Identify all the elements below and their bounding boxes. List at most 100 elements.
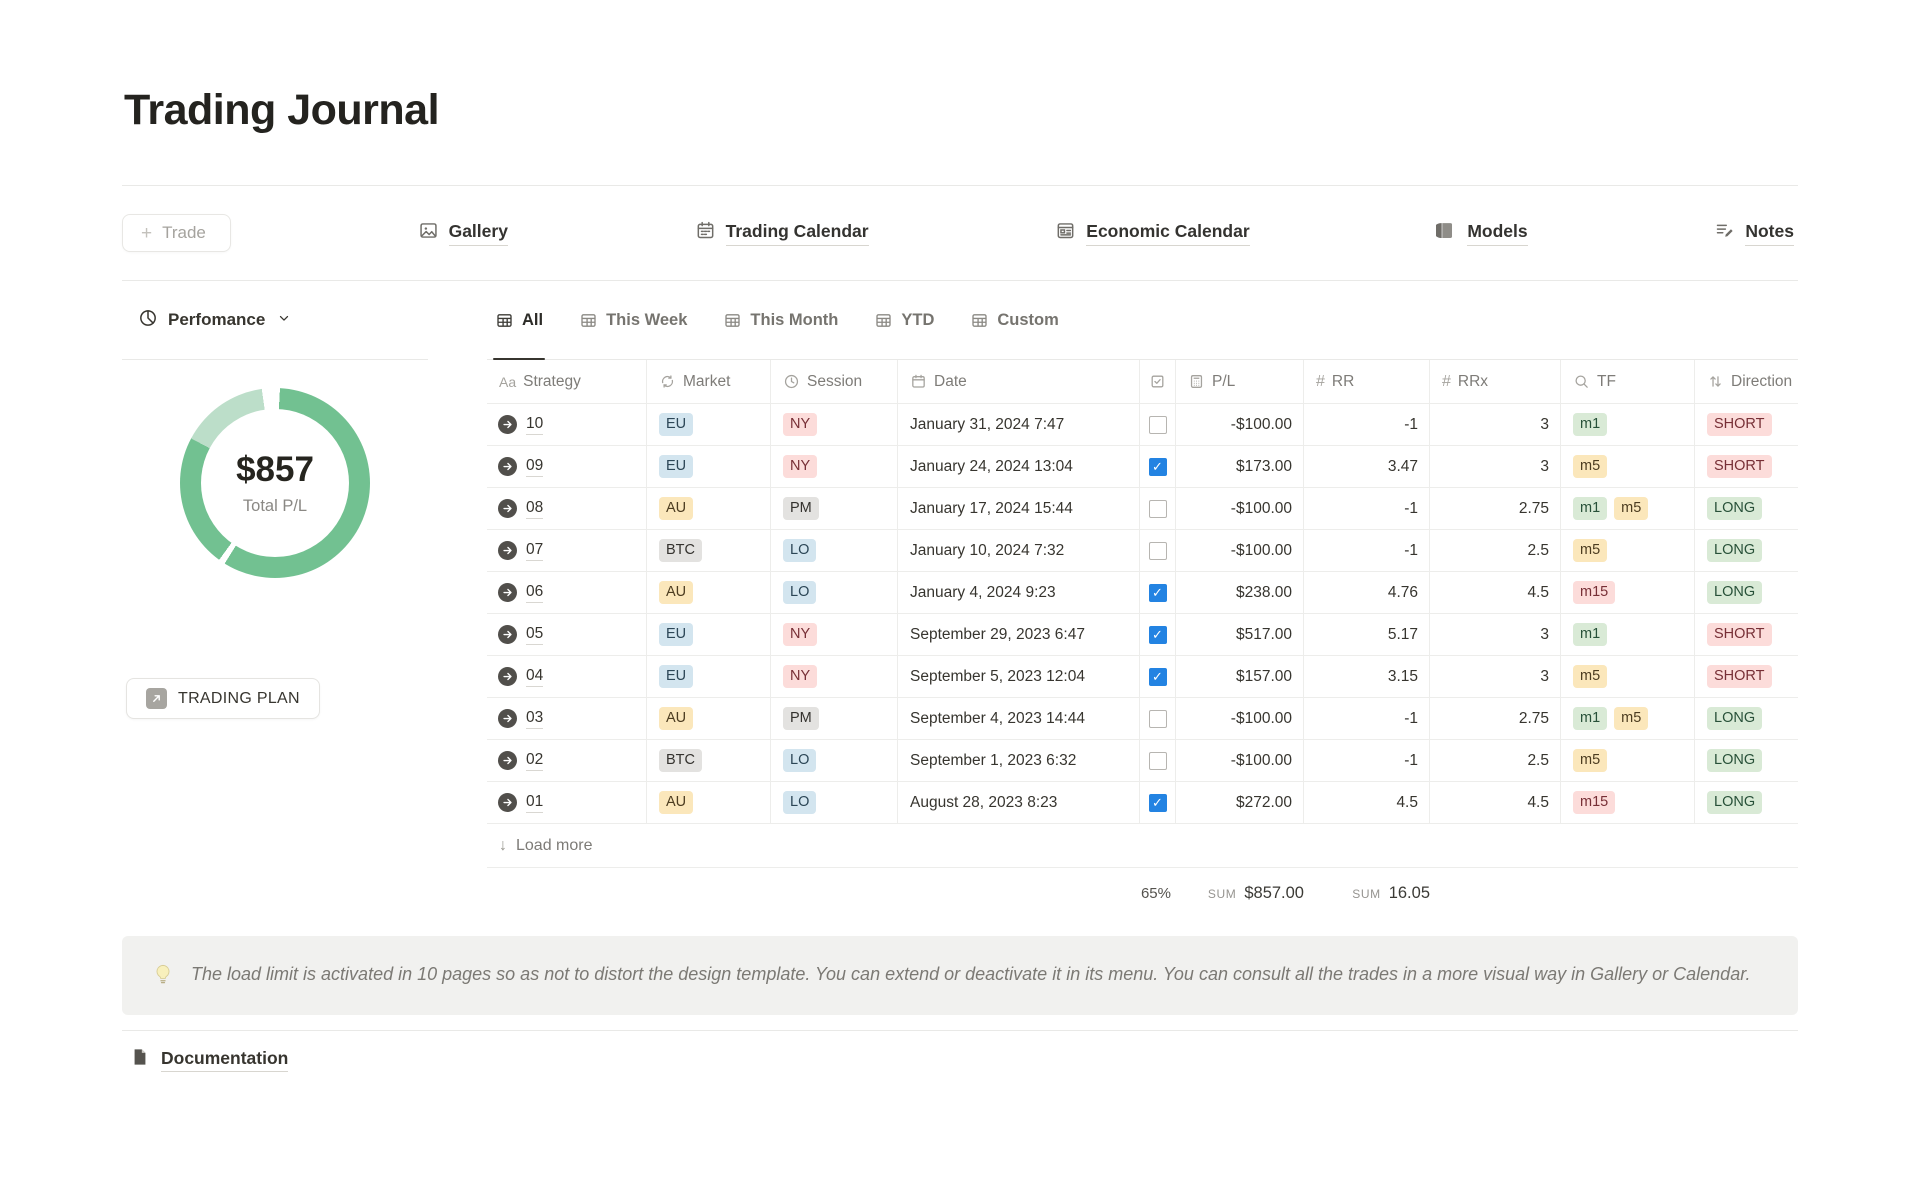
date-cell[interactable]: January 4, 2024 9:23 (898, 572, 1140, 613)
nav-link-economic-calendar[interactable]: Economic Calendar (1055, 220, 1250, 246)
nav-link-gallery[interactable]: Gallery (418, 220, 508, 246)
row-checkbox[interactable] (1148, 499, 1167, 518)
strategy-link[interactable]: 10 (487, 404, 647, 445)
session-cell[interactable]: LO (771, 740, 898, 781)
rrx-cell[interactable]: 2.75 (1430, 488, 1561, 529)
direction-cell[interactable]: SHORT (1695, 656, 1798, 697)
date-cell[interactable]: September 29, 2023 6:47 (898, 614, 1140, 655)
column-header-rrx[interactable]: # RRx (1430, 360, 1561, 403)
pl-cell[interactable]: -$100.00 (1176, 488, 1304, 529)
tf-cell[interactable]: m5 (1561, 530, 1695, 571)
strategy-link[interactable]: 02 (487, 740, 647, 781)
row-checkbox[interactable] (1148, 709, 1167, 728)
checked-percent[interactable]: 65% (1140, 884, 1171, 902)
date-cell[interactable]: January 24, 2024 13:04 (898, 446, 1140, 487)
market-cell[interactable]: AU (647, 572, 771, 613)
pl-cell[interactable]: -$100.00 (1176, 740, 1304, 781)
row-checkbox[interactable] (1148, 415, 1167, 434)
column-header-strategy[interactable]: Aa Strategy (487, 360, 647, 403)
date-cell[interactable]: September 1, 2023 6:32 (898, 740, 1140, 781)
strategy-link[interactable]: 09 (487, 446, 647, 487)
session-cell[interactable]: NY (771, 446, 898, 487)
direction-cell[interactable]: LONG (1695, 782, 1798, 823)
date-cell[interactable]: January 31, 2024 7:47 (898, 404, 1140, 445)
rr-cell[interactable]: 3.15 (1304, 656, 1430, 697)
performance-widget-header[interactable]: Perfomance (122, 281, 428, 360)
column-header-date[interactable]: Date (898, 360, 1140, 403)
market-cell[interactable]: AU (647, 698, 771, 739)
direction-cell[interactable]: SHORT (1695, 404, 1798, 445)
strategy-link[interactable]: 06 (487, 572, 647, 613)
tab-all[interactable]: All (492, 281, 546, 360)
direction-cell[interactable]: LONG (1695, 572, 1798, 613)
direction-cell[interactable]: SHORT (1695, 446, 1798, 487)
row-checkbox[interactable] (1148, 667, 1167, 686)
session-cell[interactable]: LO (771, 572, 898, 613)
pl-cell[interactable]: $238.00 (1176, 572, 1304, 613)
rr-cell[interactable]: 3.47 (1304, 446, 1430, 487)
session-cell[interactable]: PM (771, 488, 898, 529)
documentation-link[interactable]: Documentation (122, 1031, 1798, 1072)
date-cell[interactable]: January 17, 2024 15:44 (898, 488, 1140, 529)
direction-cell[interactable]: LONG (1695, 698, 1798, 739)
tab-this-week[interactable]: This Week (579, 281, 687, 359)
date-cell[interactable]: September 5, 2023 12:04 (898, 656, 1140, 697)
session-cell[interactable]: LO (771, 782, 898, 823)
column-header-session[interactable]: Session (771, 360, 898, 403)
strategy-link[interactable]: 08 (487, 488, 647, 529)
rrx-cell[interactable]: 3 (1430, 614, 1561, 655)
row-checkbox[interactable] (1148, 583, 1167, 602)
nav-link-models[interactable]: Models (1433, 220, 1528, 246)
rrx-cell[interactable]: 3 (1430, 656, 1561, 697)
column-header-pl[interactable]: P/L (1176, 360, 1304, 403)
row-checkbox[interactable] (1148, 751, 1167, 770)
pl-cell[interactable]: -$100.00 (1176, 698, 1304, 739)
rrx-cell[interactable]: 4.5 (1430, 572, 1561, 613)
rr-cell[interactable]: 4.76 (1304, 572, 1430, 613)
market-cell[interactable]: AU (647, 488, 771, 529)
trading-plan-button[interactable]: TRADING PLAN (126, 678, 320, 719)
rr-cell[interactable]: 5.17 (1304, 614, 1430, 655)
strategy-link[interactable]: 01 (487, 782, 647, 823)
direction-cell[interactable]: LONG (1695, 740, 1798, 781)
tf-cell[interactable]: m1 m5 (1561, 488, 1695, 529)
tab-custom[interactable]: Custom (970, 281, 1059, 359)
column-header-direction[interactable]: Direction (1695, 360, 1798, 403)
tf-cell[interactable]: m1 m5 (1561, 698, 1695, 739)
pl-cell[interactable]: $157.00 (1176, 656, 1304, 697)
strategy-link[interactable]: 05 (487, 614, 647, 655)
market-cell[interactable]: EU (647, 446, 771, 487)
nav-link-notes[interactable]: Notes (1714, 220, 1794, 246)
tab-this-month[interactable]: This Month (723, 281, 838, 359)
pl-cell[interactable]: $272.00 (1176, 782, 1304, 823)
session-cell[interactable]: PM (771, 698, 898, 739)
rr-cell[interactable]: 4.5 (1304, 782, 1430, 823)
tf-cell[interactable]: m1 (1561, 404, 1695, 445)
session-cell[interactable]: NY (771, 614, 898, 655)
row-checkbox[interactable] (1148, 457, 1167, 476)
rrx-cell[interactable]: 3 (1430, 404, 1561, 445)
session-cell[interactable]: NY (771, 656, 898, 697)
market-cell[interactable]: EU (647, 614, 771, 655)
column-header-checkbox[interactable] (1140, 360, 1176, 403)
rr-cell[interactable]: -1 (1304, 404, 1430, 445)
session-cell[interactable]: NY (771, 404, 898, 445)
direction-cell[interactable]: LONG (1695, 530, 1798, 571)
rrx-cell[interactable]: 2.75 (1430, 698, 1561, 739)
rr-sum-cell[interactable]: SUM 16.05 (1304, 884, 1430, 903)
strategy-link[interactable]: 03 (487, 698, 647, 739)
market-cell[interactable]: BTC (647, 740, 771, 781)
rr-cell[interactable]: -1 (1304, 488, 1430, 529)
rr-cell[interactable]: -1 (1304, 698, 1430, 739)
pl-cell[interactable]: -$100.00 (1176, 530, 1304, 571)
rrx-cell[interactable]: 2.5 (1430, 530, 1561, 571)
new-trade-button[interactable]: + Trade (122, 214, 231, 252)
rr-cell[interactable]: -1 (1304, 740, 1430, 781)
load-more-button[interactable]: ↓ Load more (487, 824, 1798, 868)
market-cell[interactable]: BTC (647, 530, 771, 571)
rrx-cell[interactable]: 4.5 (1430, 782, 1561, 823)
date-cell[interactable]: August 28, 2023 8:23 (898, 782, 1140, 823)
column-header-market[interactable]: Market (647, 360, 771, 403)
pl-cell[interactable]: $517.00 (1176, 614, 1304, 655)
rr-cell[interactable]: -1 (1304, 530, 1430, 571)
